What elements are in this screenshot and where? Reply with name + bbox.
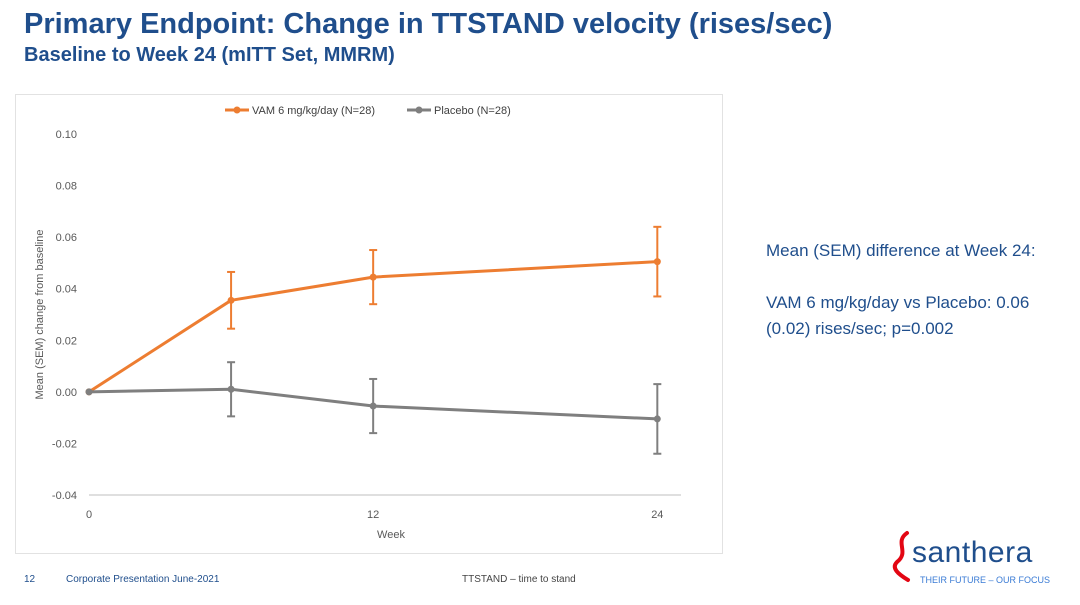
logo-tagline: THEIR FUTURE – OUR FOCUS	[920, 575, 1051, 585]
data-point	[227, 385, 235, 393]
legend-label-2: Placebo (N=28)	[434, 105, 511, 117]
data-point	[85, 388, 93, 396]
chart-frame	[15, 94, 723, 554]
y-axis-title: Mean (SEM) change from baseline	[34, 230, 46, 400]
data-point	[227, 296, 235, 304]
annotation-heading: Mean (SEM) difference at Week 24:	[766, 241, 1036, 260]
logo-swoosh-icon	[892, 531, 910, 582]
slide-subtitle: Baseline to Week 24 (mITT Set, MMRM)	[24, 44, 395, 66]
annotation-result: VAM 6 mg/kg/day vs Placebo: 0.06 (0.02) …	[766, 293, 1030, 338]
line-chart: -0.04 -0.02 0.00 0.02 0.04 0.06 0.08 0.10 0 12 24 W…	[34, 105, 681, 541]
page-number: 12	[24, 574, 36, 585]
legend-label-1: VAM 6 mg/kg/day (N=28)	[252, 105, 375, 117]
series-line-1	[88, 260, 658, 394]
y-tick-label: -0.04	[52, 490, 77, 502]
y-tick-label: 0.00	[56, 387, 77, 399]
santhera-logo: santhera THEIR FUTURE – OUR FOCUS	[890, 530, 1065, 590]
logo-wordmark: santhera	[912, 536, 1033, 569]
x-tick-label: 12	[367, 509, 379, 521]
series-line-2	[88, 387, 658, 421]
footer-tagline: TTSTAND – time to stand	[462, 574, 576, 585]
legend-marker	[233, 106, 241, 114]
y-tick-label: 0.04	[56, 284, 77, 296]
x-axis-title: Week	[377, 529, 405, 541]
x-tick-label: 24	[651, 509, 663, 521]
x-tick-label: 0	[86, 509, 92, 521]
data-point	[653, 415, 661, 423]
data-point	[653, 258, 661, 266]
y-tick-label: 0.02	[56, 335, 77, 347]
y-tick-label: 0.10	[56, 129, 77, 141]
result-annotation: Mean (SEM) difference at Week 24: VAM 6 …	[766, 238, 1056, 342]
slide-title: Primary Endpoint: Change in TTSTAND velo…	[24, 8, 833, 40]
data-point	[369, 402, 377, 410]
y-tick-label: 0.08	[56, 181, 77, 193]
presentation-name: Corporate Presentation June-2021	[66, 574, 220, 585]
y-tick-label: -0.02	[52, 438, 77, 450]
legend-marker	[415, 106, 423, 114]
data-point	[369, 273, 377, 281]
y-tick-label: 0.06	[56, 232, 77, 244]
